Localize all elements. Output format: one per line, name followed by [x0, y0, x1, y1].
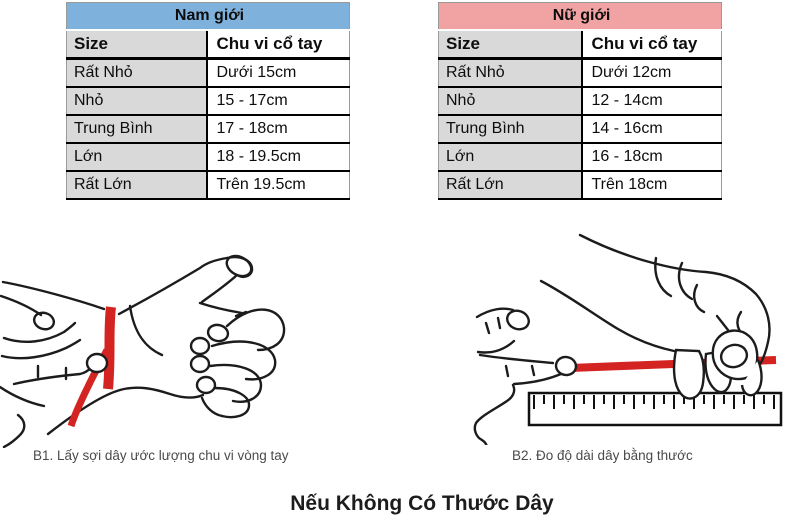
size-label-cell: Nhỏ — [438, 87, 582, 116]
women-column-header-circumference: Chu vi cổ tay — [580, 30, 722, 60]
size-value-cell: 12 - 14cm — [580, 87, 722, 116]
table-row: Rất Nhỏ Dưới 12cm — [438, 58, 722, 88]
size-value-cell: 14 - 16cm — [580, 115, 722, 144]
size-value-cell: Trên 18cm — [580, 171, 722, 200]
fingertip-nail-icon — [85, 352, 109, 374]
women-column-header-size: Size — [438, 30, 582, 60]
men-column-header-size: Size — [66, 30, 207, 60]
size-value-cell: Trên 19.5cm — [205, 171, 350, 200]
men-table-title: Nam giới — [66, 2, 350, 31]
size-label-cell: Nhỏ — [66, 87, 207, 116]
women-size-table: Nữ giới Size Chu vi cổ tay Rất Nhỏ Dưới … — [438, 2, 722, 200]
step2-caption: B2. Đo độ dài dây bằng thước — [512, 448, 693, 463]
table-row: Rất Nhỏ Dưới 15cm — [66, 58, 350, 88]
size-value-cell: 17 - 18cm — [205, 115, 350, 144]
measure-string-with-ruler-illustration — [473, 233, 783, 445]
holding-fingers — [672, 329, 763, 400]
size-value-cell: Dưới 15cm — [205, 58, 350, 88]
table-row: Lớn 18 - 19.5cm — [66, 143, 350, 172]
ruler-ticks — [533, 395, 775, 409]
thumb-nail-icon — [32, 311, 56, 331]
size-value-cell: Dưới 12cm — [580, 58, 722, 88]
pinching-hand-drawing — [0, 294, 94, 448]
men-column-header-circumference: Chu vi cổ tay — [205, 30, 350, 60]
footer-title: Nếu Không Có Thước Dây — [290, 492, 554, 515]
thumb-nail-icon — [719, 343, 749, 369]
finger-nail-icon — [206, 323, 230, 343]
table-row: Rất Lớn Trên 18cm — [438, 171, 722, 200]
size-label-cell: Rất Nhỏ — [438, 58, 582, 88]
size-label-cell: Rất Nhỏ — [66, 58, 207, 88]
table-row: Lớn 16 - 18cm — [438, 143, 722, 172]
women-table-title: Nữ giới — [438, 2, 722, 31]
size-label-cell: Rất Lớn — [66, 171, 207, 200]
pointing-hand-drawing — [473, 307, 563, 445]
size-label-cell: Lớn — [66, 143, 207, 172]
size-label-cell: Trung Bình — [66, 115, 207, 144]
ruler — [527, 391, 783, 427]
size-value-cell: 15 - 17cm — [205, 87, 350, 116]
table-row: Trung Bình 14 - 16cm — [438, 115, 722, 144]
table-row: Rất Lớn Trên 19.5cm — [66, 171, 350, 200]
step1-caption: B1. Lấy sợi dây ước lượng chu vi vòng ta… — [33, 448, 289, 463]
thumb-nail-icon — [225, 254, 253, 278]
finger-nail-icon — [189, 336, 211, 356]
thumb-nail-icon — [506, 309, 530, 331]
table-row: Nhỏ 15 - 17cm — [66, 87, 350, 116]
size-label-cell: Rất Lớn — [438, 171, 582, 200]
fist-drawing — [1, 254, 286, 436]
table-row: Trung Bình 17 - 18cm — [66, 115, 350, 144]
finger-nail-icon — [195, 375, 217, 395]
size-label-cell: Trung Bình — [438, 115, 582, 144]
measure-wrist-with-string-illustration — [0, 254, 286, 448]
size-value-cell: 18 - 19.5cm — [205, 143, 350, 172]
table-row: Nhỏ 12 - 14cm — [438, 87, 722, 116]
pointing-hand-nails — [506, 309, 578, 377]
fingertip-nail-icon — [554, 355, 578, 377]
size-value-cell: 16 - 18cm — [580, 143, 722, 172]
holding-hand-drawing — [539, 233, 771, 378]
men-size-table: Nam giới Size Chu vi cổ tay Rất Nhỏ Dưới… — [66, 2, 351, 200]
finger-nail-icon — [189, 354, 211, 374]
size-label-cell: Lớn — [438, 143, 582, 172]
